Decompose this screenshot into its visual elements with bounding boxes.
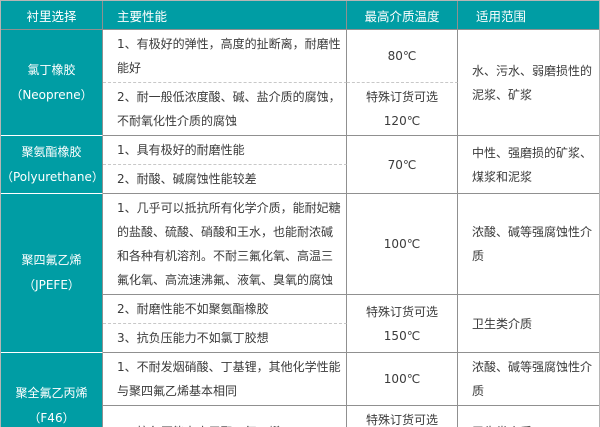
- table-row: 聚氨酯橡胶 （Polyurethane） 1、具有极好的耐磨性能 70℃ 中性、…: [1, 136, 599, 194]
- material-name-en: （F46）: [28, 410, 75, 425]
- range-cell: 卫生类介质: [458, 295, 599, 353]
- table-row: 聚全氟乙丙烯 （F46） 1、不耐发烟硝酸、丁基锂，其他化学性能与聚四氟乙烯基本…: [1, 353, 599, 427]
- material-cell-f46: 聚全氟乙丙烯 （F46）: [1, 353, 103, 427]
- material-name-cn: 聚四氟乙烯: [21, 253, 82, 267]
- range-cell: 中性、强磨损的矿浆、煤浆和泥浆: [458, 136, 599, 194]
- range-cell: 浓酸、碱等强腐蚀性介质: [458, 194, 599, 295]
- table-row: 氯丁橡胶 （Neoprene） 1、有极好的弹性，高度的扯断离，耐磨性能好 80…: [1, 30, 599, 136]
- table-row: 2、耐酸、碱腐蚀性能较差: [1, 165, 599, 194]
- temperature-cell: 100℃: [347, 353, 458, 406]
- temperature-cell: 特殊订货可选 150℃: [347, 406, 458, 427]
- performance-cell: 2、耐一般低浓度酸、碱、盐介质的腐蚀，不耐氧化性介质的腐蚀: [103, 83, 347, 136]
- temperature-cell: 70℃: [347, 136, 458, 194]
- temperature-value: 150℃: [383, 328, 421, 343]
- performance-cell: 2、耐磨性能不如聚氨酯橡胶: [103, 295, 347, 324]
- performance-cell: 2、抗负压能力高于聚四氟乙烯: [103, 406, 347, 427]
- temperature-note: 特殊订货可选: [365, 413, 438, 427]
- header-row: 衬里选择 主要性能 最高介质温度 适用范围: [1, 1, 599, 30]
- performance-cell: 1、具有极好的耐磨性能: [103, 136, 347, 165]
- temperature-cell: 特殊订货可选 120℃: [347, 83, 458, 136]
- table-row: 2、耐磨性能不如聚氨酯橡胶 特殊订货可选 150℃ 卫生类介质: [1, 295, 599, 353]
- material-cell-ptfe: 聚四氟乙烯 （JPEFE）: [1, 194, 103, 353]
- range-cell: 水、污水、弱磨损性的泥浆、矿浆: [458, 30, 599, 136]
- header-lining-selection: 衬里选择: [1, 1, 103, 30]
- material-cell-polyurethane: 聚氨酯橡胶 （Polyurethane）: [1, 136, 104, 194]
- table-row: 2、耐一般低浓度酸、碱、盐介质的腐蚀，不耐氧化性介质的腐蚀 特殊订货可选 120…: [1, 83, 599, 136]
- material-name-en: （Polyurethane）: [1, 169, 104, 184]
- header-max-medium-temperature: 最高介质温度: [347, 1, 458, 30]
- material-name-cn: 氯丁橡胶: [27, 62, 76, 77]
- performance-cell: 1、有极好的弹性，高度的扯断离，耐磨性能好: [103, 30, 347, 83]
- range-cell: 浓酸、碱等强腐蚀性介质: [458, 353, 599, 406]
- temperature-cell: 特殊订货可选 150℃: [347, 295, 458, 353]
- range-cell: 卫生类介质: [458, 406, 599, 427]
- temperature-value: 120℃: [383, 114, 421, 128]
- material-cell-neoprene: 氯丁橡胶 （Neoprene）: [1, 30, 103, 136]
- performance-cell: 1、不耐发烟硝酸、丁基锂，其他化学性能与聚四氟乙烯基本相同: [103, 353, 347, 406]
- temperature-note: 特殊订货可选: [365, 304, 438, 319]
- material-name-en: （JPEFE）: [23, 278, 80, 292]
- material-name-cn: 聚氨酯橡胶: [21, 144, 82, 159]
- performance-cell: 1、几乎可以抵抗所有化学介质，能耐妃糖的盐酸、硫酸、硝酸和王水，也能耐浓碱和各种…: [103, 194, 347, 295]
- table-row: 聚四氟乙烯 （JPEFE） 1、几乎可以抵抗所有化学介质，能耐妃糖的盐酸、硫酸、…: [1, 194, 599, 353]
- table-row: 3、抗负压能力不如氯丁胶想: [1, 324, 599, 353]
- temperature-note: 特殊订货可选: [365, 90, 438, 104]
- performance-cell: 2、耐酸、碱腐蚀性能较差: [103, 165, 347, 194]
- material-name-en: （Neoprene）: [10, 87, 93, 102]
- header-applicable-range: 适用范围: [458, 1, 599, 30]
- table-row: 2、抗负压能力高于聚四氟乙烯 特殊订货可选 150℃ 卫生类介质: [1, 406, 599, 427]
- performance-cell: 3、抗负压能力不如氯丁胶想: [103, 324, 347, 353]
- material-name-cn: 聚全氟乙丙烯: [15, 385, 88, 400]
- temperature-cell: 80℃: [347, 30, 458, 83]
- temperature-cell: 100℃: [347, 194, 458, 295]
- header-main-performance: 主要性能: [103, 1, 347, 30]
